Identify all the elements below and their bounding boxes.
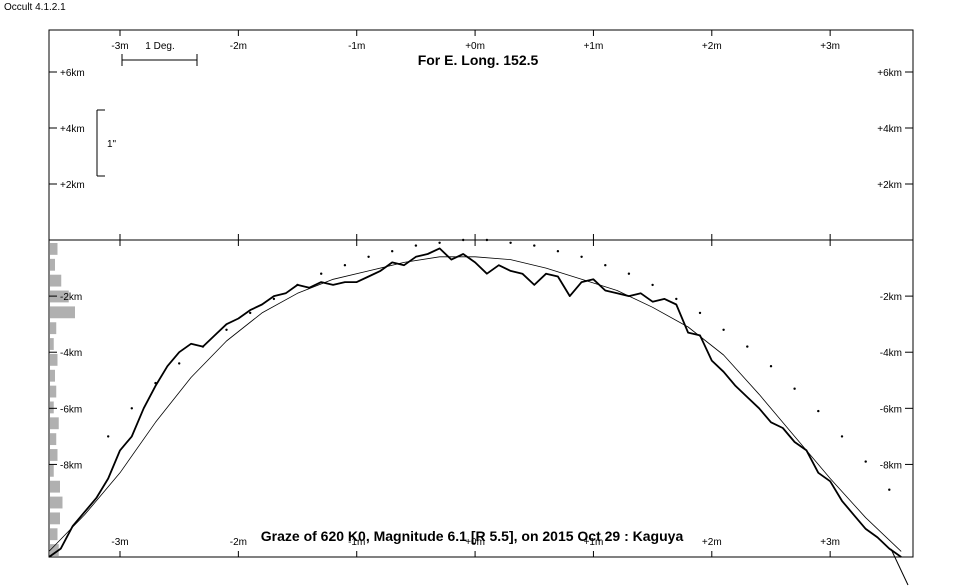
series-point	[675, 297, 678, 301]
series-point	[888, 488, 891, 491]
x-tick-label-bottom: +0m	[465, 537, 485, 548]
series-point	[438, 241, 441, 244]
y-tick-label-left: +4km	[60, 124, 85, 135]
y-tick-label-left: -6km	[60, 404, 82, 415]
series-point	[651, 283, 654, 287]
vertical-scale-label: 1"	[107, 139, 117, 150]
histogram-bar	[50, 322, 57, 335]
histogram-bar	[50, 401, 54, 414]
histogram-bar	[50, 417, 59, 430]
y-tick-label-right: -4km	[880, 348, 902, 359]
histogram-bar	[50, 528, 58, 541]
series-point	[509, 241, 512, 244]
histogram-bar	[50, 274, 62, 287]
histogram-bar	[50, 433, 57, 446]
series-point	[627, 272, 631, 275]
y-tick-label-right: -2km	[880, 292, 902, 303]
series-point	[320, 272, 323, 275]
x-axis-ticks: -3m -3m -2m -2m -1m -1m +0m +0m +1m +1m +2m +2m +3m +…	[111, 30, 840, 557]
histogram	[50, 243, 75, 556]
histogram-bar	[50, 544, 59, 556]
series-point	[533, 244, 536, 247]
y-tick-label-left: +6km	[60, 68, 85, 79]
series-point	[864, 460, 867, 463]
series-point	[272, 297, 276, 301]
series-point	[296, 283, 299, 287]
y-tick-label-left: -2km	[60, 292, 82, 303]
series-point	[343, 264, 347, 267]
y-tick-label-right: -8km	[880, 460, 902, 471]
series-point	[698, 311, 702, 315]
series-point	[793, 387, 796, 390]
series-point	[225, 328, 228, 331]
series-point	[462, 238, 465, 242]
histogram-bar	[50, 338, 54, 350]
chart-footer: Graze of 620 K0, Magnitude 6.1 [R 5.5], …	[261, 528, 684, 544]
x-tick-label-bottom: +3m	[820, 537, 840, 548]
histogram-bar	[50, 512, 60, 525]
series-point	[769, 365, 773, 368]
scale-bars: 1 Deg. 1"	[96, 41, 198, 177]
x-tick-label-bottom: -3m	[111, 537, 128, 548]
series-point	[130, 407, 133, 410]
series-point	[367, 255, 370, 258]
y-tick-label-left: -4km	[60, 348, 82, 359]
plot-border	[48, 29, 914, 558]
histogram-bar	[50, 480, 60, 493]
x-tick-label-top: -3m	[111, 41, 128, 52]
y-tick-label-right: +6km	[877, 68, 902, 79]
x-tick-label-top: +3m	[820, 41, 840, 52]
x-tick-label-bottom: +1m	[584, 537, 604, 548]
x-tick-label-top: -1m	[348, 41, 365, 52]
series-point	[580, 255, 583, 258]
histogram-bar	[50, 306, 75, 319]
x-tick-label-top: +2m	[702, 41, 722, 52]
series-line-mean-limb	[48, 256, 902, 552]
horizontal-scale-label: 1 Deg.	[145, 41, 174, 52]
exit-line	[890, 548, 909, 586]
y-tick-label-right: -6km	[880, 404, 902, 415]
histogram-bar	[50, 353, 58, 366]
series-point	[817, 409, 820, 413]
series-point	[391, 250, 394, 253]
y-tick-label-right: +2km	[877, 180, 902, 191]
y-axis-ticks: +6km +6km +4km +4km +2km +2km -2km -2km -4km -4km…	[49, 68, 913, 471]
series-layer	[48, 238, 909, 586]
y-tick-label-left: -8km	[60, 460, 82, 471]
series-point	[556, 250, 560, 253]
series-point	[107, 435, 110, 438]
histogram-bar	[50, 449, 58, 461]
histogram-bar	[50, 290, 69, 303]
x-tick-label-bottom: -2m	[230, 537, 247, 548]
x-tick-label-top: +1m	[584, 41, 604, 52]
series-point	[604, 264, 607, 267]
series-point	[746, 345, 749, 348]
chart-frame	[48, 29, 914, 558]
series-line-profile	[48, 247, 902, 558]
x-tick-label-bottom: +2m	[702, 537, 722, 548]
series-point	[485, 238, 489, 242]
x-tick-label-top: -2m	[230, 41, 247, 52]
app-title: Occult 4.1.2.1	[4, 2, 66, 13]
y-tick-label-right: +4km	[877, 124, 902, 135]
histogram-bar	[50, 385, 57, 398]
chart-title: For E. Long. 152.5	[418, 52, 539, 68]
series-point	[414, 244, 418, 247]
y-tick-label-left: +2km	[60, 180, 85, 191]
series-point	[840, 435, 844, 438]
series-point	[722, 328, 725, 331]
histogram-bar	[50, 496, 63, 509]
histogram-bar	[50, 243, 58, 255]
histogram-bar	[50, 258, 55, 271]
histogram-bar	[50, 369, 55, 382]
series-point	[249, 311, 252, 315]
series-point	[154, 381, 157, 385]
histogram-bar	[50, 464, 54, 477]
series-point	[178, 362, 181, 365]
x-tick-label-top: +0m	[465, 41, 485, 52]
x-tick-label-bottom: -1m	[348, 537, 365, 548]
series-point	[201, 345, 205, 348]
